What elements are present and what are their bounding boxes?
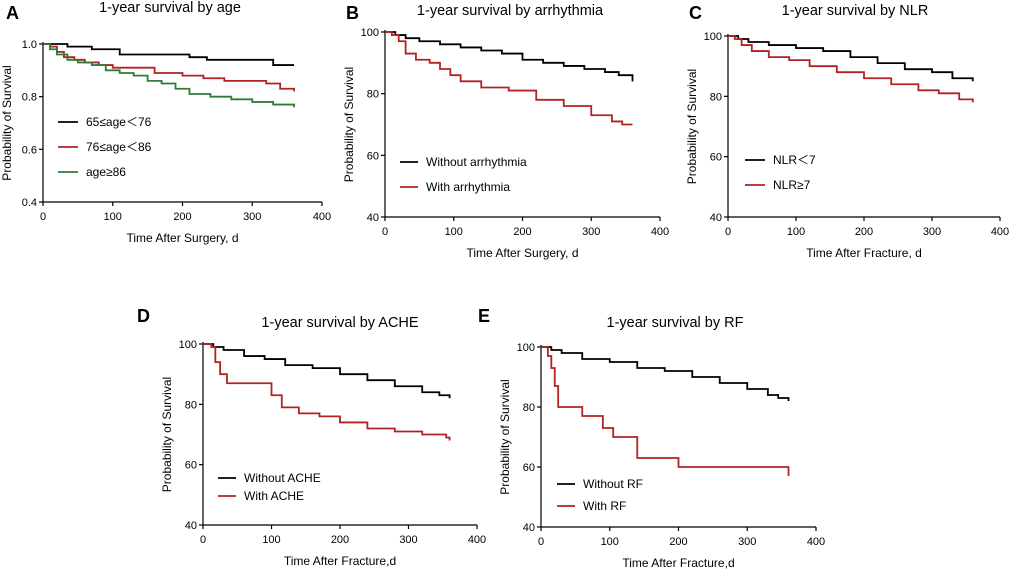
- y-tick-label: 60: [367, 150, 379, 162]
- y-tick-label: 1.0: [22, 39, 37, 51]
- y-tick-label: 40: [710, 212, 722, 224]
- panel-c: C 1-year survival by NLR Time After Frac…: [685, 3, 1009, 260]
- x-tick-label: 0: [538, 536, 544, 548]
- x-tick-label: 0: [40, 211, 46, 223]
- x-tick-label: 0: [725, 226, 731, 238]
- y-tick-label: 100: [361, 27, 379, 39]
- x-tick-label: 300: [923, 226, 941, 238]
- y-axis-label: Probability of Survival: [342, 67, 356, 182]
- panel-a: A 1-year survival by age Time After Surg…: [0, 0, 331, 245]
- legend-label: With ACHE: [244, 489, 304, 503]
- y-tick-label: 60: [523, 462, 535, 474]
- y-tick-label: 0.4: [22, 197, 37, 209]
- series-line-2: [203, 343, 451, 441]
- y-axis-label: Probability of Survival: [0, 65, 14, 180]
- x-tick-label: 100: [262, 534, 280, 546]
- legend-label: With arrhythmia: [426, 180, 510, 194]
- y-tick-label: 40: [523, 522, 535, 534]
- y-tick-label: 80: [185, 399, 197, 411]
- x-tick-label: 100: [787, 226, 805, 238]
- x-axis-label: Time After Fracture,d: [622, 556, 734, 570]
- y-axis-label: Probability of Survival: [498, 379, 512, 494]
- y-tick-label: 0.6: [22, 144, 37, 156]
- x-tick-label: 100: [601, 536, 619, 548]
- series-line-1: [728, 35, 974, 82]
- y-axis-label: Probability of Survival: [685, 69, 699, 184]
- chart-title: 1-year survival by NLR: [782, 3, 929, 19]
- x-tick-label: 200: [173, 211, 191, 223]
- legend-label: 76≤age＜86: [86, 140, 152, 154]
- x-tick-label: 400: [468, 534, 486, 546]
- chart-title: 1-year survival by age: [99, 0, 241, 16]
- y-tick-label: 100: [704, 31, 722, 43]
- y-tick-label: 0.8: [22, 92, 37, 104]
- x-tick-label: 400: [991, 226, 1009, 238]
- series-line-1: [385, 31, 634, 82]
- legend-label: Without arrhythmia: [426, 155, 527, 169]
- x-tick-label: 400: [807, 536, 825, 548]
- x-axis-label: Time After Surgery, d: [126, 231, 238, 245]
- y-tick-label: 40: [185, 520, 197, 532]
- legend-label: With RF: [583, 499, 626, 513]
- y-axis-label: Probability of Survival: [160, 377, 174, 492]
- legend-label: Without RF: [583, 477, 643, 491]
- x-tick-label: 300: [582, 226, 600, 238]
- panel-letter-c: C: [689, 3, 702, 23]
- panel-b: B 1-year survival by arrhythmia Time Aft…: [342, 3, 669, 260]
- x-tick-label: 100: [104, 211, 122, 223]
- y-tick-label: 60: [185, 460, 197, 472]
- y-tick-label: 100: [179, 339, 197, 351]
- chart-title: 1-year survival by RF: [607, 315, 744, 331]
- panel-d: D 1-year survival by ACHE Time After Fra…: [137, 306, 486, 568]
- x-tick-label: 200: [855, 226, 873, 238]
- x-tick-label: 0: [200, 534, 206, 546]
- x-tick-label: 300: [399, 534, 417, 546]
- panel-letter-d: D: [137, 306, 150, 326]
- x-axis-label: Time After Fracture, d: [806, 246, 922, 260]
- panel-letter-b: B: [346, 3, 359, 23]
- x-axis-label: Time After Surgery, d: [466, 246, 578, 260]
- panel-letter-a: A: [6, 3, 19, 23]
- legend-label: 65≤age＜76: [86, 115, 152, 129]
- x-tick-label: 400: [313, 211, 331, 223]
- x-tick-label: 200: [331, 534, 349, 546]
- x-tick-label: 100: [445, 226, 463, 238]
- y-tick-label: 60: [710, 152, 722, 164]
- series-line-1: [43, 43, 295, 66]
- y-tick-label: 100: [517, 342, 535, 354]
- panel-letter-e: E: [478, 306, 490, 326]
- x-axis-label: Time After Fracture,d: [284, 554, 396, 568]
- x-tick-label: 300: [243, 211, 261, 223]
- x-tick-label: 200: [669, 536, 687, 548]
- series-line-2: [43, 43, 295, 92]
- series-line-2: [728, 35, 974, 103]
- x-tick-label: 300: [738, 536, 756, 548]
- chart-title: 1-year survival by ACHE: [261, 315, 418, 331]
- legend-label: NLR＜7: [773, 153, 816, 167]
- series-line-3: [43, 43, 295, 108]
- x-tick-label: 400: [651, 226, 669, 238]
- y-tick-label: 80: [367, 89, 379, 101]
- x-tick-label: 200: [513, 226, 531, 238]
- series-line-1: [541, 346, 790, 401]
- series-line-1: [203, 343, 451, 399]
- x-tick-label: 0: [382, 226, 388, 238]
- legend-label: Without ACHE: [244, 471, 321, 485]
- y-tick-label: 40: [367, 212, 379, 224]
- panel-e: E 1-year survival by RF Time After Fract…: [478, 306, 825, 570]
- legend-label: NLR≥7: [773, 178, 811, 192]
- y-tick-label: 80: [710, 91, 722, 103]
- y-tick-label: 80: [523, 402, 535, 414]
- series-line-2: [541, 346, 790, 476]
- series-line-2: [385, 31, 633, 126]
- chart-title: 1-year survival by arrhythmia: [417, 3, 604, 19]
- legend-label: age≥86: [86, 165, 126, 179]
